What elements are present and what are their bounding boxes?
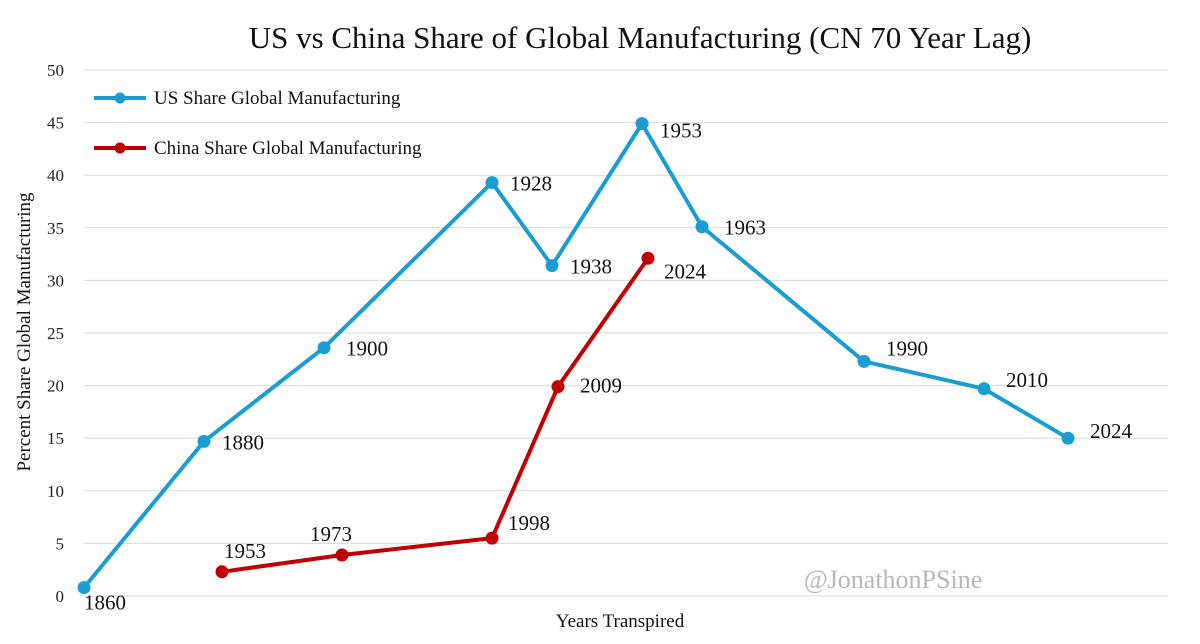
data-label: 1963 — [724, 216, 766, 240]
data-label: 1900 — [346, 337, 388, 361]
data-label: 1938 — [570, 255, 612, 279]
y-tick-label: 35 — [47, 219, 64, 238]
y-axis-ticks: 0 5 10 15 20 25 30 35 40 45 50 — [47, 61, 64, 606]
data-point — [695, 220, 709, 234]
data-point — [857, 354, 871, 368]
y-axis-title: Percent Share Global Manufacturing — [14, 192, 35, 472]
data-point — [635, 117, 649, 131]
y-tick-label: 45 — [47, 114, 64, 133]
series-layer: 1860 1880 1900 1928 1938 1953 1963 1990 2010 2024… — [77, 117, 1133, 615]
data-point — [977, 382, 991, 396]
watermark: @JonathonPSine — [804, 565, 983, 594]
y-tick-label: 10 — [47, 482, 64, 501]
data-label: 1998 — [508, 511, 550, 535]
data-point — [317, 341, 331, 355]
data-point — [1061, 431, 1075, 445]
series-line — [82, 121, 1070, 589]
series-us: 1860 1880 1900 1928 1938 1953 1963 1990 2010 2024 — [77, 117, 1133, 615]
y-tick-label: 15 — [47, 429, 64, 448]
data-label: 1880 — [222, 430, 264, 454]
data-label: 1860 — [84, 591, 126, 615]
data-point — [215, 565, 229, 579]
data-point — [551, 380, 565, 394]
grid — [84, 69, 1168, 597]
data-label: 2024 — [1090, 419, 1133, 443]
data-label: 1973 — [310, 522, 352, 546]
data-label: 1990 — [886, 336, 928, 360]
data-point — [335, 548, 349, 562]
data-point — [545, 259, 559, 273]
y-tick-label: 25 — [47, 324, 64, 343]
data-label: 2010 — [1006, 368, 1048, 392]
y-tick-label: 20 — [47, 377, 64, 396]
data-label: 1928 — [510, 172, 552, 196]
legend-label: China Share Global Manufacturing — [154, 138, 422, 159]
legend: US Share Global Manufacturing China Share… — [94, 88, 422, 159]
data-label: 1953 — [660, 119, 702, 143]
legend-marker — [114, 92, 126, 104]
data-label: 1953 — [224, 539, 266, 563]
data-point — [485, 531, 499, 545]
legend-label: US Share Global Manufacturing — [154, 88, 401, 109]
chart-title: US vs China Share of Global Manufacturin… — [249, 20, 1032, 55]
series-china: 1953 1973 1998 2009 2024 — [215, 251, 707, 579]
series-line — [221, 257, 650, 574]
y-tick-label: 50 — [47, 61, 64, 80]
data-point — [197, 434, 211, 448]
data-label: 2009 — [580, 374, 622, 398]
data-label: 2024 — [664, 259, 707, 283]
data-point — [641, 251, 655, 265]
y-tick-label: 0 — [56, 587, 65, 606]
legend-marker — [114, 142, 126, 154]
data-point — [485, 176, 499, 190]
data-point — [77, 581, 91, 595]
y-tick-label: 5 — [56, 534, 65, 553]
x-axis-title: Years Transpired — [556, 611, 685, 632]
y-tick-label: 40 — [47, 166, 64, 185]
y-tick-label: 30 — [47, 271, 64, 290]
